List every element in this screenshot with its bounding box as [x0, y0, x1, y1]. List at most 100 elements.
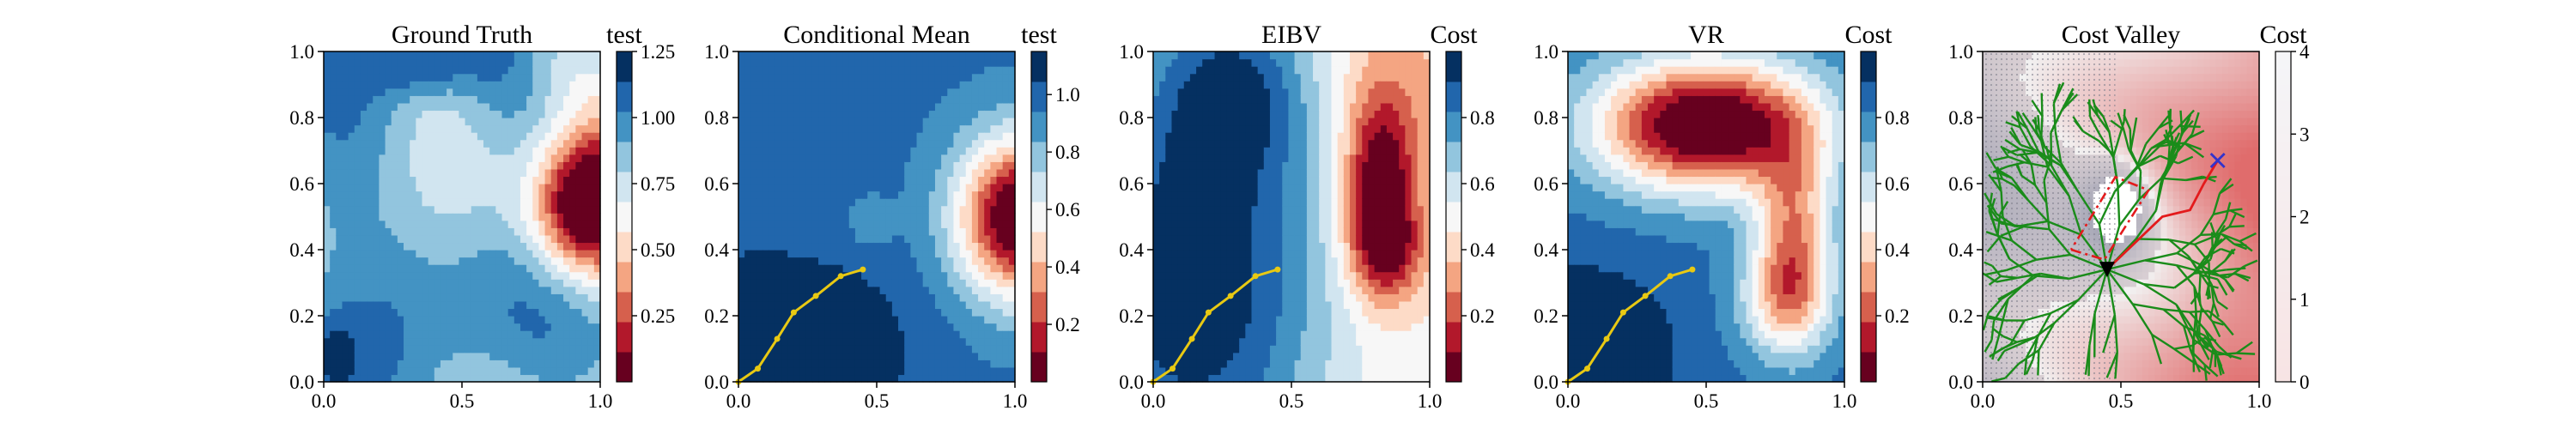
heatmap-cell — [428, 293, 435, 302]
heatmap-cell — [744, 264, 751, 273]
heatmap-cell — [744, 132, 751, 141]
heatmap-cell — [581, 154, 589, 162]
heatmap-cell — [440, 58, 447, 67]
heatmap-cell — [1177, 154, 1185, 162]
heatmap-cell — [984, 132, 991, 141]
heatmap-cell — [453, 102, 460, 112]
heatmap-cell — [367, 51, 374, 60]
heatmap-cell — [404, 264, 410, 273]
heatmap-cell — [581, 360, 589, 368]
heatmap-cell — [385, 271, 392, 280]
heatmap-cell — [885, 316, 893, 324]
heatmap-cell — [575, 124, 583, 133]
heatmap-cell — [756, 234, 764, 244]
heatmap-cell — [922, 286, 930, 294]
heatmap-cell — [495, 147, 503, 155]
heatmap-cell — [336, 250, 343, 258]
heatmap-cell — [477, 374, 484, 383]
heatmap-cell — [996, 161, 1004, 170]
heatmap-cell — [922, 242, 930, 251]
heatmap-cell — [818, 374, 825, 383]
heatmap-cell — [811, 250, 819, 258]
heatmap-cell — [532, 227, 540, 236]
heatmap-cell — [434, 366, 441, 376]
heatmap-cell — [587, 286, 595, 294]
heatmap-cell — [1183, 374, 1191, 383]
heatmap-cell — [501, 316, 509, 324]
heatmap-cell — [916, 161, 924, 170]
heatmap-cell — [1245, 374, 1253, 383]
heatmap-cell — [941, 234, 948, 244]
heatmap-cell — [984, 110, 991, 118]
heatmap-cell — [373, 271, 380, 280]
heatmap-cell — [538, 286, 546, 294]
heatmap-cell — [397, 250, 404, 258]
heatmap-cell — [447, 168, 453, 178]
heatmap-cell — [1245, 323, 1253, 331]
heatmap-cell — [453, 132, 460, 141]
heatmap-cell — [738, 198, 745, 207]
heatmap-cell — [1208, 242, 1216, 251]
heatmap-cell — [367, 205, 374, 214]
heatmap-cell — [483, 184, 490, 192]
heatmap-cell — [447, 205, 453, 214]
heatmap-cell — [805, 147, 813, 155]
heatmap-cell — [519, 161, 527, 170]
heatmap-cell — [848, 345, 856, 353]
heatmap-cell — [1208, 81, 1216, 89]
heatmap-cell — [1159, 286, 1166, 294]
heatmap-cell — [793, 352, 801, 360]
heatmap-cell — [861, 81, 868, 89]
heatmap-cell — [1263, 337, 1271, 346]
heatmap-cell — [885, 220, 893, 228]
heatmap-cell — [898, 250, 905, 258]
heatmap-cell — [996, 330, 1004, 339]
heatmap-cell — [587, 51, 595, 60]
heatmap-cell — [978, 264, 985, 273]
heatmap-cell — [756, 110, 764, 118]
heatmap-cell — [781, 271, 788, 280]
heatmap-cell — [947, 250, 955, 258]
heatmap-cell — [1002, 293, 1010, 302]
heatmap-cell — [581, 88, 589, 96]
heatmap-cell — [898, 205, 905, 214]
heatmap-cell — [861, 139, 868, 148]
heatmap-cell — [824, 154, 831, 162]
heatmap-cell — [787, 198, 794, 207]
heatmap-cell — [447, 124, 453, 133]
heatmap-cell — [971, 51, 979, 60]
heatmap-cell — [1220, 330, 1228, 339]
heatmap-cell — [984, 242, 991, 251]
heatmap-cell — [489, 286, 496, 294]
heatmap-cell — [953, 323, 961, 331]
heatmap-cell — [404, 220, 410, 228]
heatmap-cell — [996, 73, 1004, 82]
heatmap-cell — [465, 308, 472, 317]
heatmap-cell — [775, 345, 782, 353]
heatmap-cell — [575, 279, 583, 287]
heatmap-cell — [1196, 154, 1203, 162]
heatmap-cell — [587, 345, 595, 353]
heatmap-cell — [1165, 124, 1173, 133]
heatmap-cell — [391, 73, 398, 82]
heatmap-cell — [489, 88, 496, 96]
heatmap-cell — [360, 316, 368, 324]
heatmap-cell — [922, 132, 930, 141]
heatmap-cell — [1233, 300, 1240, 310]
heatmap-cell — [836, 264, 844, 273]
heatmap-cell — [818, 124, 825, 133]
heatmap-cell — [1171, 66, 1179, 75]
heatmap-cell — [330, 300, 337, 310]
sampling-point — [774, 335, 781, 342]
heatmap-cell — [1233, 205, 1240, 214]
heatmap-cell — [1189, 250, 1197, 258]
colorbar-tick-label: 0.8 — [1055, 142, 1080, 163]
heatmap-cell — [1153, 300, 1160, 310]
heatmap-cell — [824, 286, 831, 294]
heatmap-cell — [928, 360, 936, 368]
heatmap-cell — [360, 330, 368, 339]
heatmap-cell — [440, 337, 447, 346]
heatmap-cell — [501, 227, 509, 236]
heatmap-cell — [848, 102, 856, 112]
heatmap-cell — [978, 300, 985, 310]
